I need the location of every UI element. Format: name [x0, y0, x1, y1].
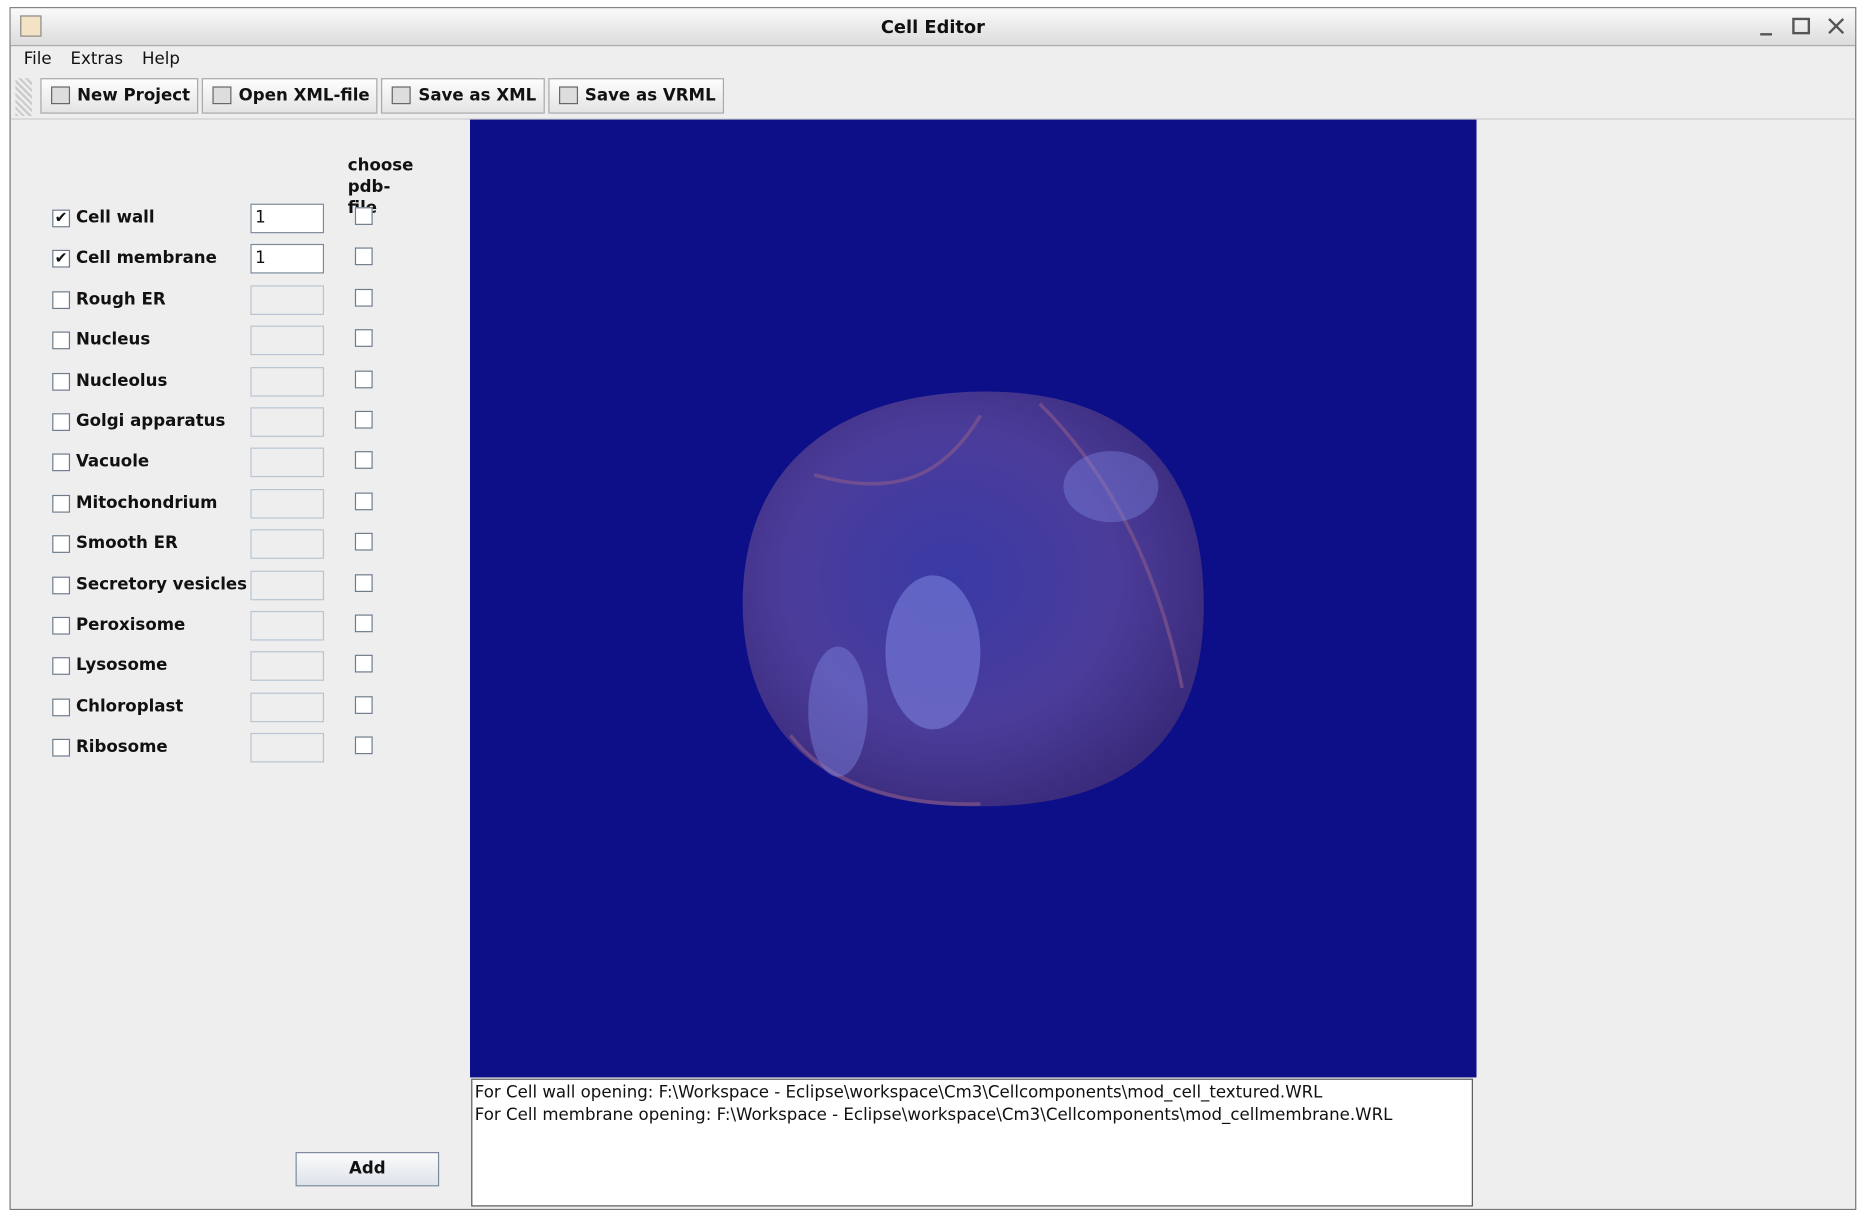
count-field[interactable] [250, 488, 325, 519]
component-label: Golgi apparatus [75, 412, 226, 431]
title-bar: Cell Editor [10, 8, 1856, 47]
component-label: Nucleus [75, 330, 151, 350]
component-checkbox[interactable] [52, 453, 71, 472]
count-field[interactable] [250, 529, 325, 560]
toolbar-button[interactable]: New Project [40, 78, 199, 114]
pdb-checkbox[interactable] [354, 451, 373, 470]
button-icon [392, 86, 412, 105]
count-field[interactable] [250, 448, 325, 478]
app-icon [20, 15, 42, 37]
component-label: Peroxisome [75, 615, 186, 635]
count-field[interactable]: 1 [250, 244, 325, 274]
count-field[interactable] [250, 692, 325, 722]
window-controls[interactable] [1755, 15, 1850, 39]
component-label: Vacuole [75, 452, 150, 472]
menu-item[interactable]: Extras [70, 49, 124, 69]
pdb-checkbox[interactable] [354, 655, 373, 673]
component-label: Mitochondrium [75, 493, 218, 513]
cell-render [742, 391, 1204, 807]
toolbar: New Project Open XML-file Save as XML Save … [10, 75, 1856, 120]
log-line: For Cell membrane opening: F:\Workspace … [474, 1105, 1393, 1125]
component-label: Chloroplast [75, 697, 184, 717]
component-checkbox[interactable]: ✔ [52, 250, 71, 269]
pdb-checkbox[interactable] [354, 370, 373, 388]
pdb-checkbox[interactable] [354, 247, 373, 266]
button-icon [558, 86, 578, 105]
pdb-checkbox[interactable] [354, 573, 373, 592]
component-checkbox[interactable] [52, 739, 71, 757]
pdb-checkbox[interactable] [354, 533, 373, 551]
toolbar-button[interactable]: Open XML-file [201, 78, 379, 114]
component-label: Cell wall [75, 208, 155, 228]
menu-item[interactable]: File [23, 49, 52, 69]
component-label: Rough ER [75, 289, 166, 309]
pdb-checkbox[interactable] [354, 614, 373, 633]
menu-item[interactable]: Help [142, 49, 180, 69]
component-checkbox[interactable] [52, 576, 71, 594]
component-checkbox[interactable] [52, 657, 71, 676]
component-label: Smooth ER [75, 534, 178, 554]
count-field[interactable]: 1 [250, 203, 325, 234]
component-checkbox[interactable] [52, 494, 71, 513]
component-label: Cell membrane [75, 249, 217, 269]
component-checkbox[interactable]: ✔ [52, 209, 71, 228]
component-label: Secretory vesicles [75, 574, 248, 594]
component-checkbox[interactable] [52, 291, 71, 309]
count-field[interactable] [250, 733, 325, 763]
count-field[interactable] [250, 366, 325, 397]
pdb-checkbox[interactable] [354, 288, 373, 307]
count-field[interactable] [250, 610, 325, 641]
log-area: For Cell wall opening: F:\Workspace - Ec… [471, 1078, 1473, 1207]
pdb-checkbox[interactable] [354, 736, 373, 755]
component-label: Lysosome [75, 656, 168, 676]
count-field[interactable] [250, 651, 325, 682]
pdb-checkbox[interactable] [354, 410, 373, 429]
component-checkbox[interactable] [52, 616, 71, 635]
toolbar-grip [15, 78, 33, 117]
add-button[interactable]: Add [295, 1152, 440, 1187]
pdb-checkbox[interactable] [354, 207, 373, 225]
button-icon [212, 86, 232, 105]
3d-viewer [470, 119, 1477, 1078]
component-checkbox[interactable] [52, 698, 71, 717]
window-title: Cell Editor [880, 16, 985, 38]
component-label: Nucleolus [75, 371, 168, 391]
component-label: Ribosome [75, 737, 168, 757]
component-checkbox[interactable] [52, 535, 71, 554]
component-checkbox[interactable] [52, 413, 71, 431]
pdb-checkbox[interactable] [354, 329, 373, 348]
count-field[interactable] [250, 325, 325, 356]
toolbar-button[interactable]: Save as VRML [548, 78, 724, 114]
component-checkbox[interactable] [52, 372, 71, 391]
pdb-checkbox[interactable] [354, 492, 373, 511]
pdb-checkbox[interactable] [354, 695, 373, 714]
button-icon [51, 86, 71, 105]
component-checkbox[interactable] [52, 331, 71, 350]
count-field[interactable] [250, 570, 325, 600]
menu-bar: File Extras Help [11, 46, 1855, 74]
toolbar-button[interactable]: Save as XML [381, 78, 545, 114]
count-field[interactable] [250, 285, 325, 315]
count-field[interactable] [250, 407, 325, 437]
log-line: For Cell wall opening: F:\Workspace - Ec… [474, 1083, 1323, 1103]
